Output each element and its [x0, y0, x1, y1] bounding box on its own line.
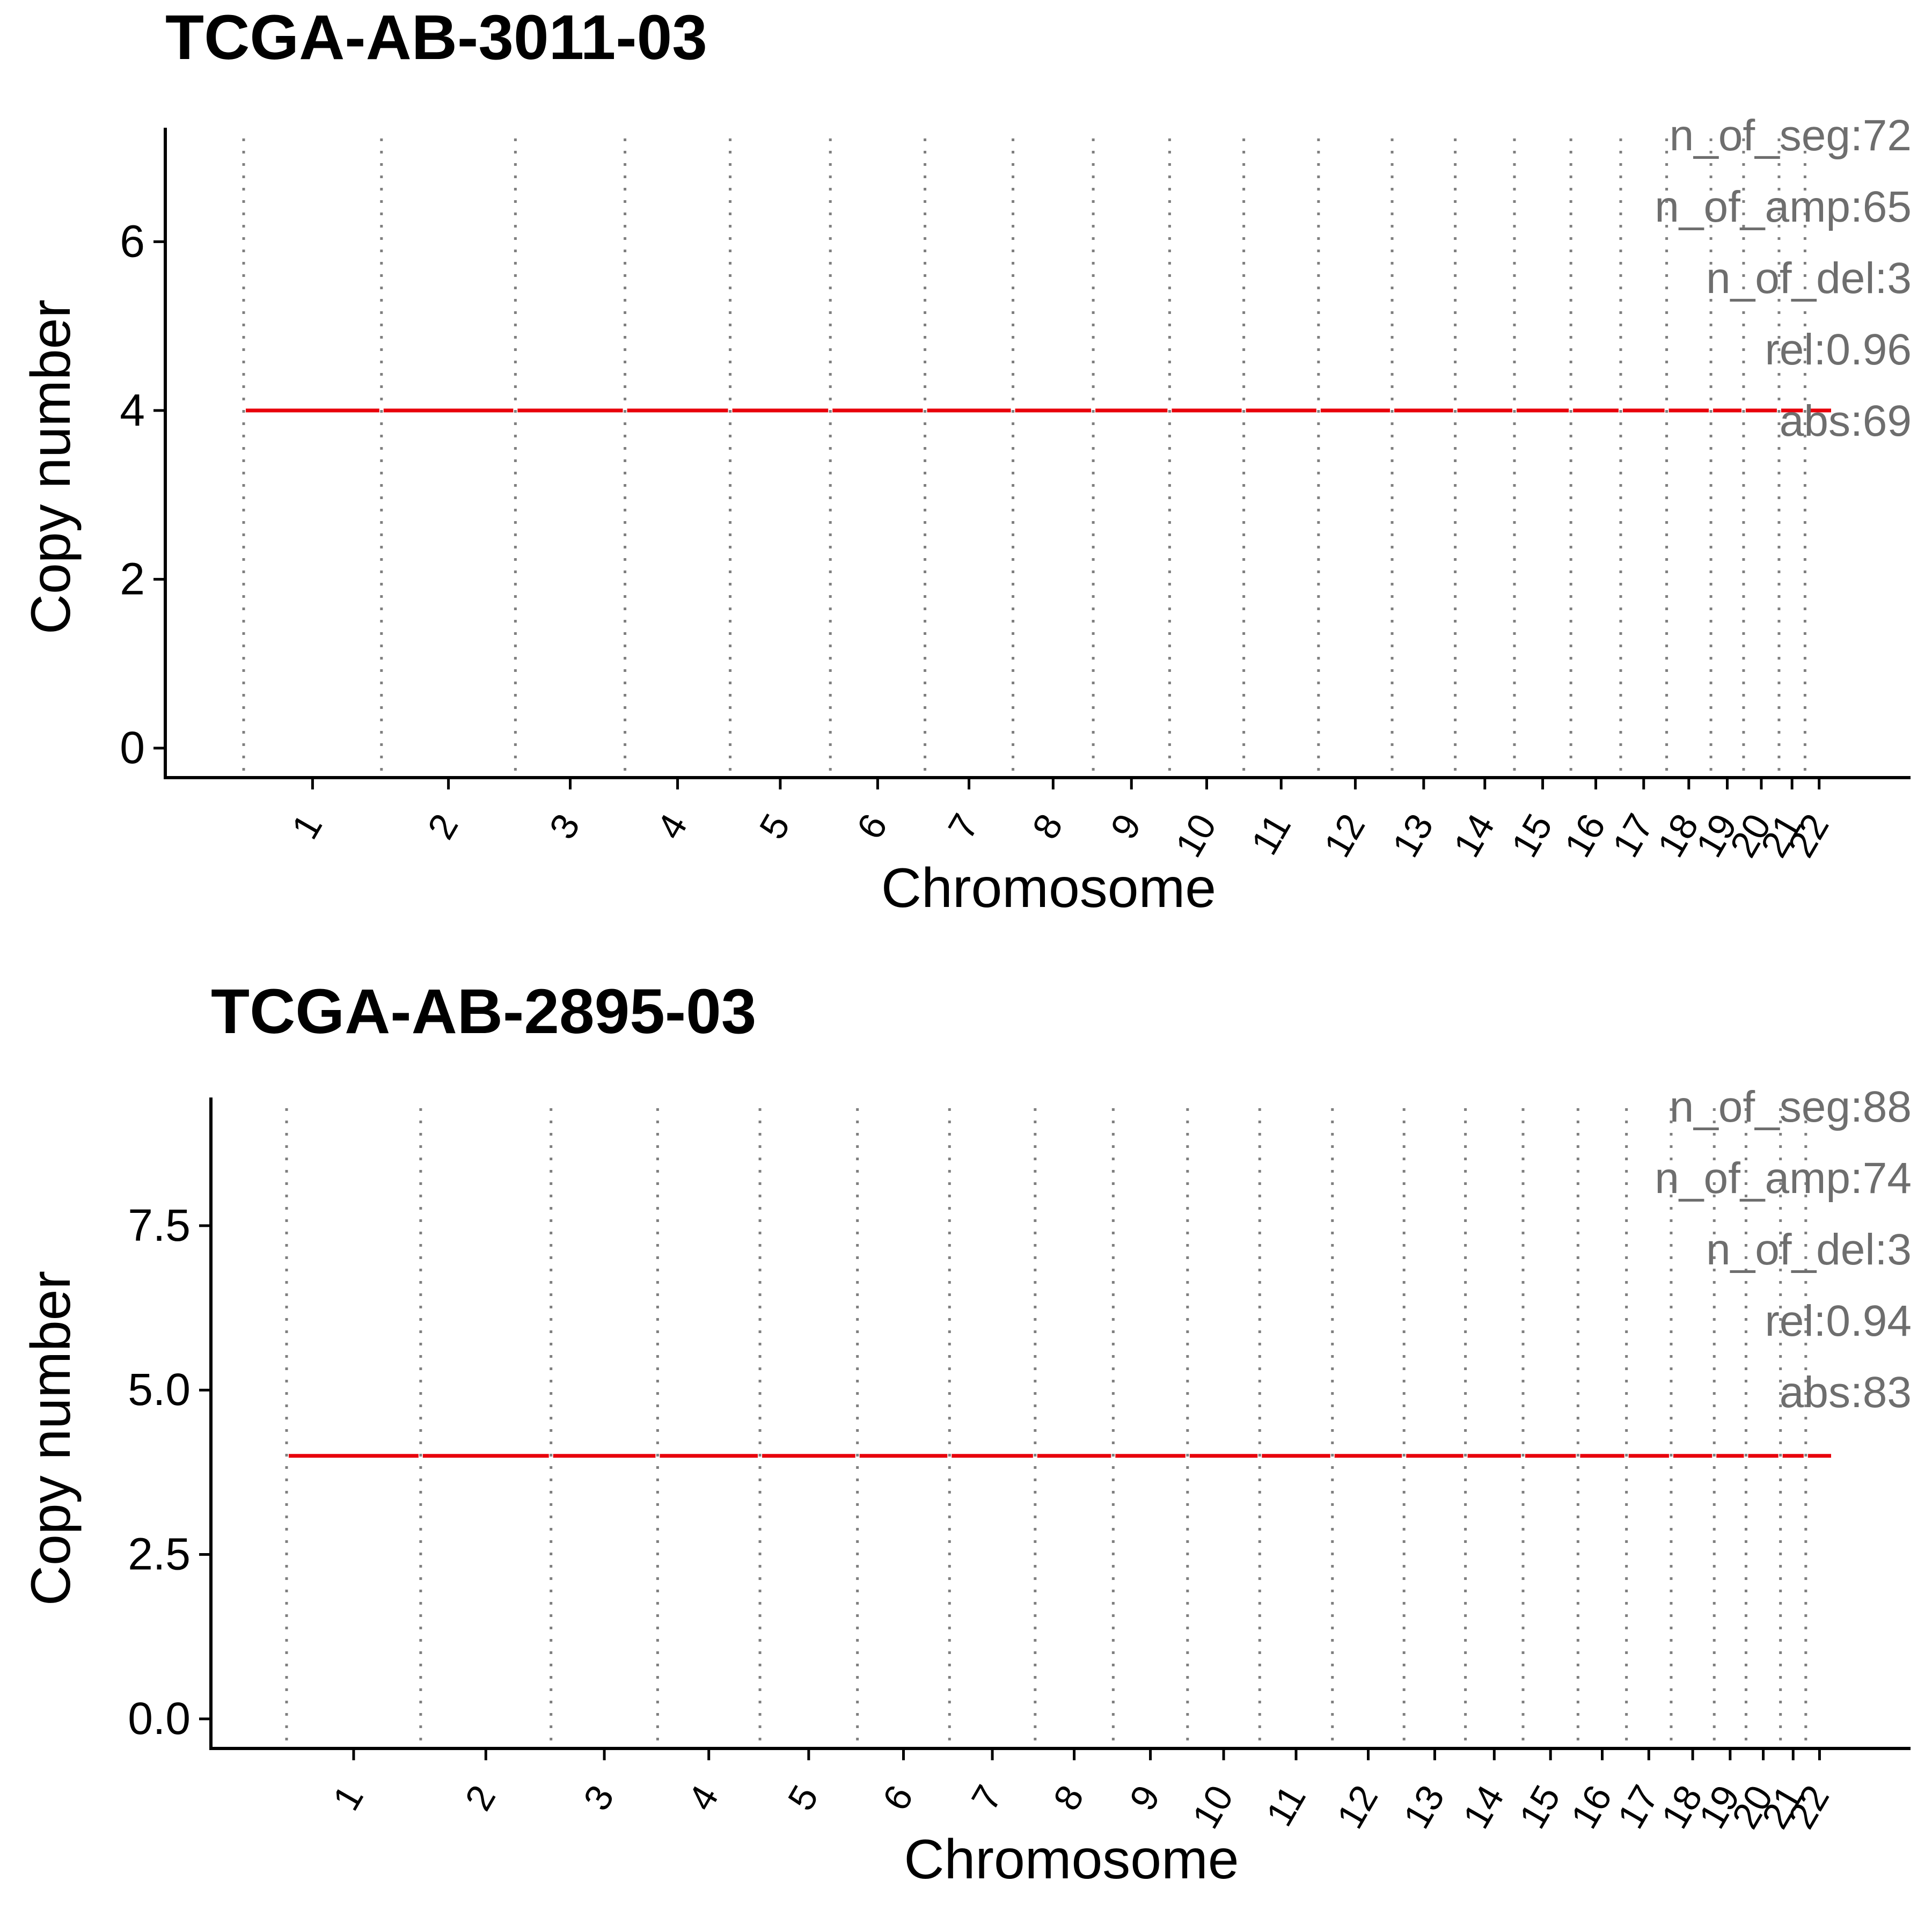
x-tick-label: 7: [940, 807, 987, 846]
stat-label: abs:69: [1780, 397, 1912, 445]
x-tick-label: 9: [1122, 1779, 1168, 1818]
y-tick-label: 2: [120, 553, 145, 604]
x-tick-label: 15: [1503, 807, 1560, 864]
stat-label: rel:0.94: [1765, 1297, 1912, 1345]
stat-label: n_of_seg:88: [1670, 1082, 1912, 1131]
chart-title: TCGA-AB-3011-03: [165, 2, 707, 73]
x-tick-label: 8: [1045, 1779, 1092, 1818]
x-tick-label: 4: [649, 807, 696, 846]
y-tick-label: 7.5: [128, 1200, 191, 1250]
y-tick-label: 4: [120, 385, 145, 435]
x-tick-label: 17: [1604, 807, 1661, 864]
x-axis-title: Chromosome: [881, 857, 1216, 919]
x-tick-label: 6: [848, 807, 895, 846]
x-tick-label: 5: [751, 807, 798, 846]
x-tick-label: 12: [1329, 1779, 1386, 1835]
x-tick-label: 11: [1258, 1779, 1314, 1833]
x-tick-label: 6: [874, 1779, 921, 1818]
stat-label: n_of_del:3: [1706, 254, 1912, 303]
x-tick-label: 12: [1316, 807, 1373, 864]
chart-title: TCGA-AB-2895-03: [211, 976, 756, 1047]
x-tick-label: 15: [1511, 1779, 1568, 1835]
x-tick-label: 16: [1556, 807, 1613, 864]
x-tick-label: 5: [780, 1779, 826, 1818]
stat-label: n_of_del:3: [1706, 1225, 1912, 1274]
x-tick-label: 11: [1243, 807, 1299, 862]
stat-label: rel:0.96: [1765, 325, 1912, 374]
chart-panel-bottom: TCGA-AB-2895-030.02.55.07.51 2 3 4 5 6 7 8 9 10 11…: [20, 976, 1912, 1891]
x-tick-label: 2: [420, 807, 466, 846]
y-tick-label: 6: [120, 216, 145, 266]
x-tick-label: 10: [1184, 1779, 1241, 1835]
y-axis-title: Copy number: [20, 1271, 82, 1606]
x-tick-label: 7: [963, 1779, 1010, 1818]
x-tick-label: 8: [1024, 807, 1071, 846]
stat-label: abs:83: [1780, 1368, 1912, 1417]
x-tick-label: 1: [325, 1779, 371, 1818]
x-tick-label: 16: [1563, 1779, 1620, 1835]
x-tick-label: 3: [575, 1779, 622, 1818]
x-tick-label: 9: [1102, 807, 1149, 846]
x-tick-label: 13: [1395, 1779, 1452, 1835]
y-tick-label: 0: [120, 722, 145, 773]
y-tick-label: 2.5: [128, 1529, 191, 1579]
x-tick-label: 13: [1384, 807, 1441, 864]
x-tick-label: 14: [1445, 807, 1502, 864]
stat-label: n_of_seg:72: [1670, 111, 1912, 160]
y-tick-label: 5.0: [128, 1364, 191, 1415]
x-tick-label: 10: [1167, 807, 1224, 864]
y-tick-label: 0.0: [128, 1693, 191, 1744]
x-tick-label: 14: [1455, 1779, 1512, 1835]
x-axis-title: Chromosome: [904, 1828, 1239, 1891]
x-tick-label: 1: [283, 807, 330, 846]
x-tick-label: 2: [457, 1779, 503, 1818]
stat-label: n_of_amp:74: [1655, 1154, 1912, 1203]
stat-label: n_of_amp:65: [1655, 182, 1912, 231]
x-tick-label: 3: [541, 807, 588, 846]
x-tick-label: 4: [680, 1779, 727, 1818]
y-axis-title: Copy number: [20, 299, 82, 634]
